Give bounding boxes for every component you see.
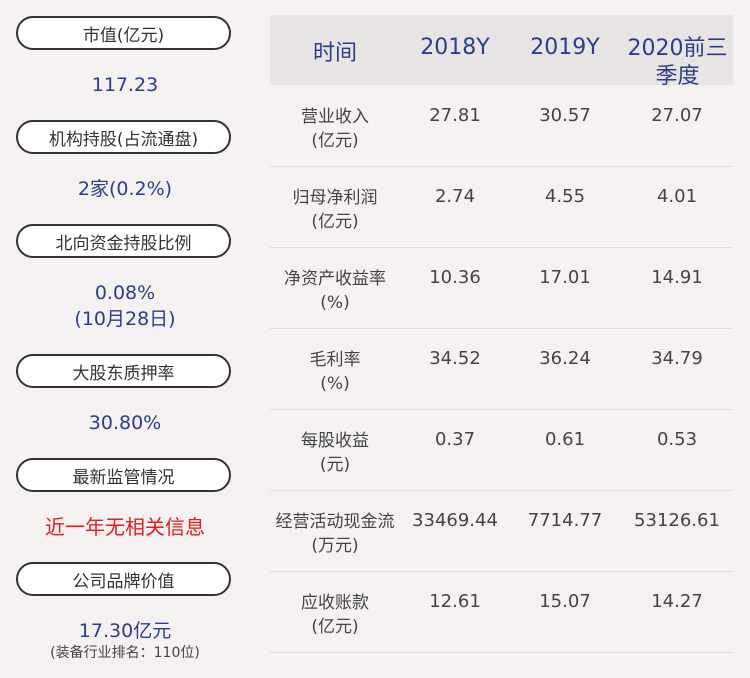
table-cell: 7714.77	[527, 510, 603, 531]
table-cell: 34.52	[429, 348, 481, 369]
table-row: 应收账款 (亿元) 12.61 15.07 14.27	[270, 571, 733, 653]
regulation-status-value: 近一年无相关信息	[45, 515, 205, 539]
table-cell: 2.74	[434, 186, 476, 207]
row-label-unit: (亿元)	[311, 212, 359, 232]
row-label: 经营活动现金流 (万元)	[270, 510, 400, 558]
table-cell: 53126.61	[634, 510, 720, 531]
table-row: 毛利率 (%) 34.52 36.24 34.79	[270, 328, 733, 410]
row-label: 净资产收益率 (%)	[270, 267, 400, 315]
brand-value-rank-note: (装备行业排名：110位)	[50, 645, 200, 661]
table-row: 归母净利润 (亿元) 2.74 4.55 4.01	[270, 166, 733, 248]
table-cell: 14.91	[651, 267, 703, 288]
row-label-name: 应收账款	[301, 593, 369, 613]
table-cell: 30.57	[539, 105, 591, 126]
row-label-unit: (亿元)	[311, 617, 359, 637]
row-label: 应收账款 (亿元)	[270, 591, 400, 639]
row-label: 归母净利润 (亿元)	[270, 186, 400, 234]
table-cell: 33469.44	[412, 510, 498, 531]
institution-holding-label: 机构持股(占流通盘)	[16, 120, 231, 154]
market-cap-label: 市值(亿元)	[16, 16, 231, 50]
row-label-name: 毛利率	[309, 350, 361, 370]
row-label-name: 经营活动现金流	[275, 512, 395, 532]
regulation-status-label: 最新监管情况	[16, 458, 231, 492]
header-2018y: 2018Y	[420, 35, 490, 60]
row-label-name: 每股收益	[301, 431, 369, 451]
institution-holding-value: 2家(0.2%)	[77, 178, 173, 200]
table-row: 营业收入 (亿元) 27.81 30.57 27.07	[270, 85, 733, 167]
major-shareholder-pledge-label: 大股东质押率	[16, 354, 231, 388]
table-cell: 34.79	[651, 348, 703, 369]
row-label-unit: (万元)	[311, 536, 359, 556]
row-label-name: 净资产收益率	[284, 269, 386, 289]
table-cell: 4.55	[544, 186, 586, 207]
northbound-holding-value: 0.08% (10月28日)	[0, 280, 250, 332]
table-cell: 0.53	[656, 429, 698, 450]
table-cell: 36.24	[539, 348, 591, 369]
table-cell: 27.81	[429, 105, 481, 126]
header-time: 时间	[312, 41, 357, 66]
table-cell: 27.07	[651, 105, 703, 126]
brand-value-amount: 17.30亿元	[78, 620, 172, 642]
row-label: 每股收益 (元)	[270, 429, 400, 477]
financial-table: 时间 2018Y 2019Y 2020前三季度 营业收入 (亿元) 27.81 30.…	[270, 15, 733, 653]
northbound-holding-percent: 0.08%	[94, 282, 156, 304]
row-label-unit: (%)	[320, 374, 350, 394]
row-label-unit: (亿元)	[311, 131, 359, 151]
table-cell: 4.01	[656, 186, 698, 207]
table-row: 每股收益 (元) 0.37 0.61 0.53	[270, 409, 733, 491]
header-2019y: 2019Y	[530, 35, 600, 60]
table-row: 经营活动现金流 (万元) 33469.44 7714.77 53126.61	[270, 490, 733, 572]
table-cell: 0.61	[544, 429, 586, 450]
northbound-holding-label: 北向资金持股比例	[16, 224, 231, 258]
table-cell: 15.07	[539, 591, 591, 612]
row-label: 营业收入 (亿元)	[270, 105, 400, 153]
row-label: 毛利率 (%)	[270, 348, 400, 396]
row-label-name: 归母净利润	[292, 188, 378, 208]
brand-value: 17.30亿元 (装备行业排名：110位)	[0, 618, 250, 662]
table-header: 时间 2018Y 2019Y 2020前三季度	[270, 15, 733, 89]
table-cell: 17.01	[539, 267, 591, 288]
market-cap-value: 117.23	[91, 74, 159, 96]
brand-value-label: 公司品牌价值	[16, 562, 231, 596]
table-cell: 12.61	[429, 591, 481, 612]
row-label-unit: (%)	[320, 293, 350, 313]
table-cell: 14.27	[651, 591, 703, 612]
table-cell: 0.37	[434, 429, 476, 450]
row-label-name: 营业收入	[301, 107, 369, 127]
row-label-unit: (元)	[319, 455, 351, 475]
northbound-holding-date: (10月28日)	[74, 308, 176, 330]
table-cell: 10.36	[429, 267, 481, 288]
major-shareholder-pledge-value: 30.80%	[88, 412, 162, 434]
table-row: 净资产收益率 (%) 10.36 17.01 14.91	[270, 247, 733, 329]
header-2020-q3: 2020前三季度	[627, 36, 728, 89]
